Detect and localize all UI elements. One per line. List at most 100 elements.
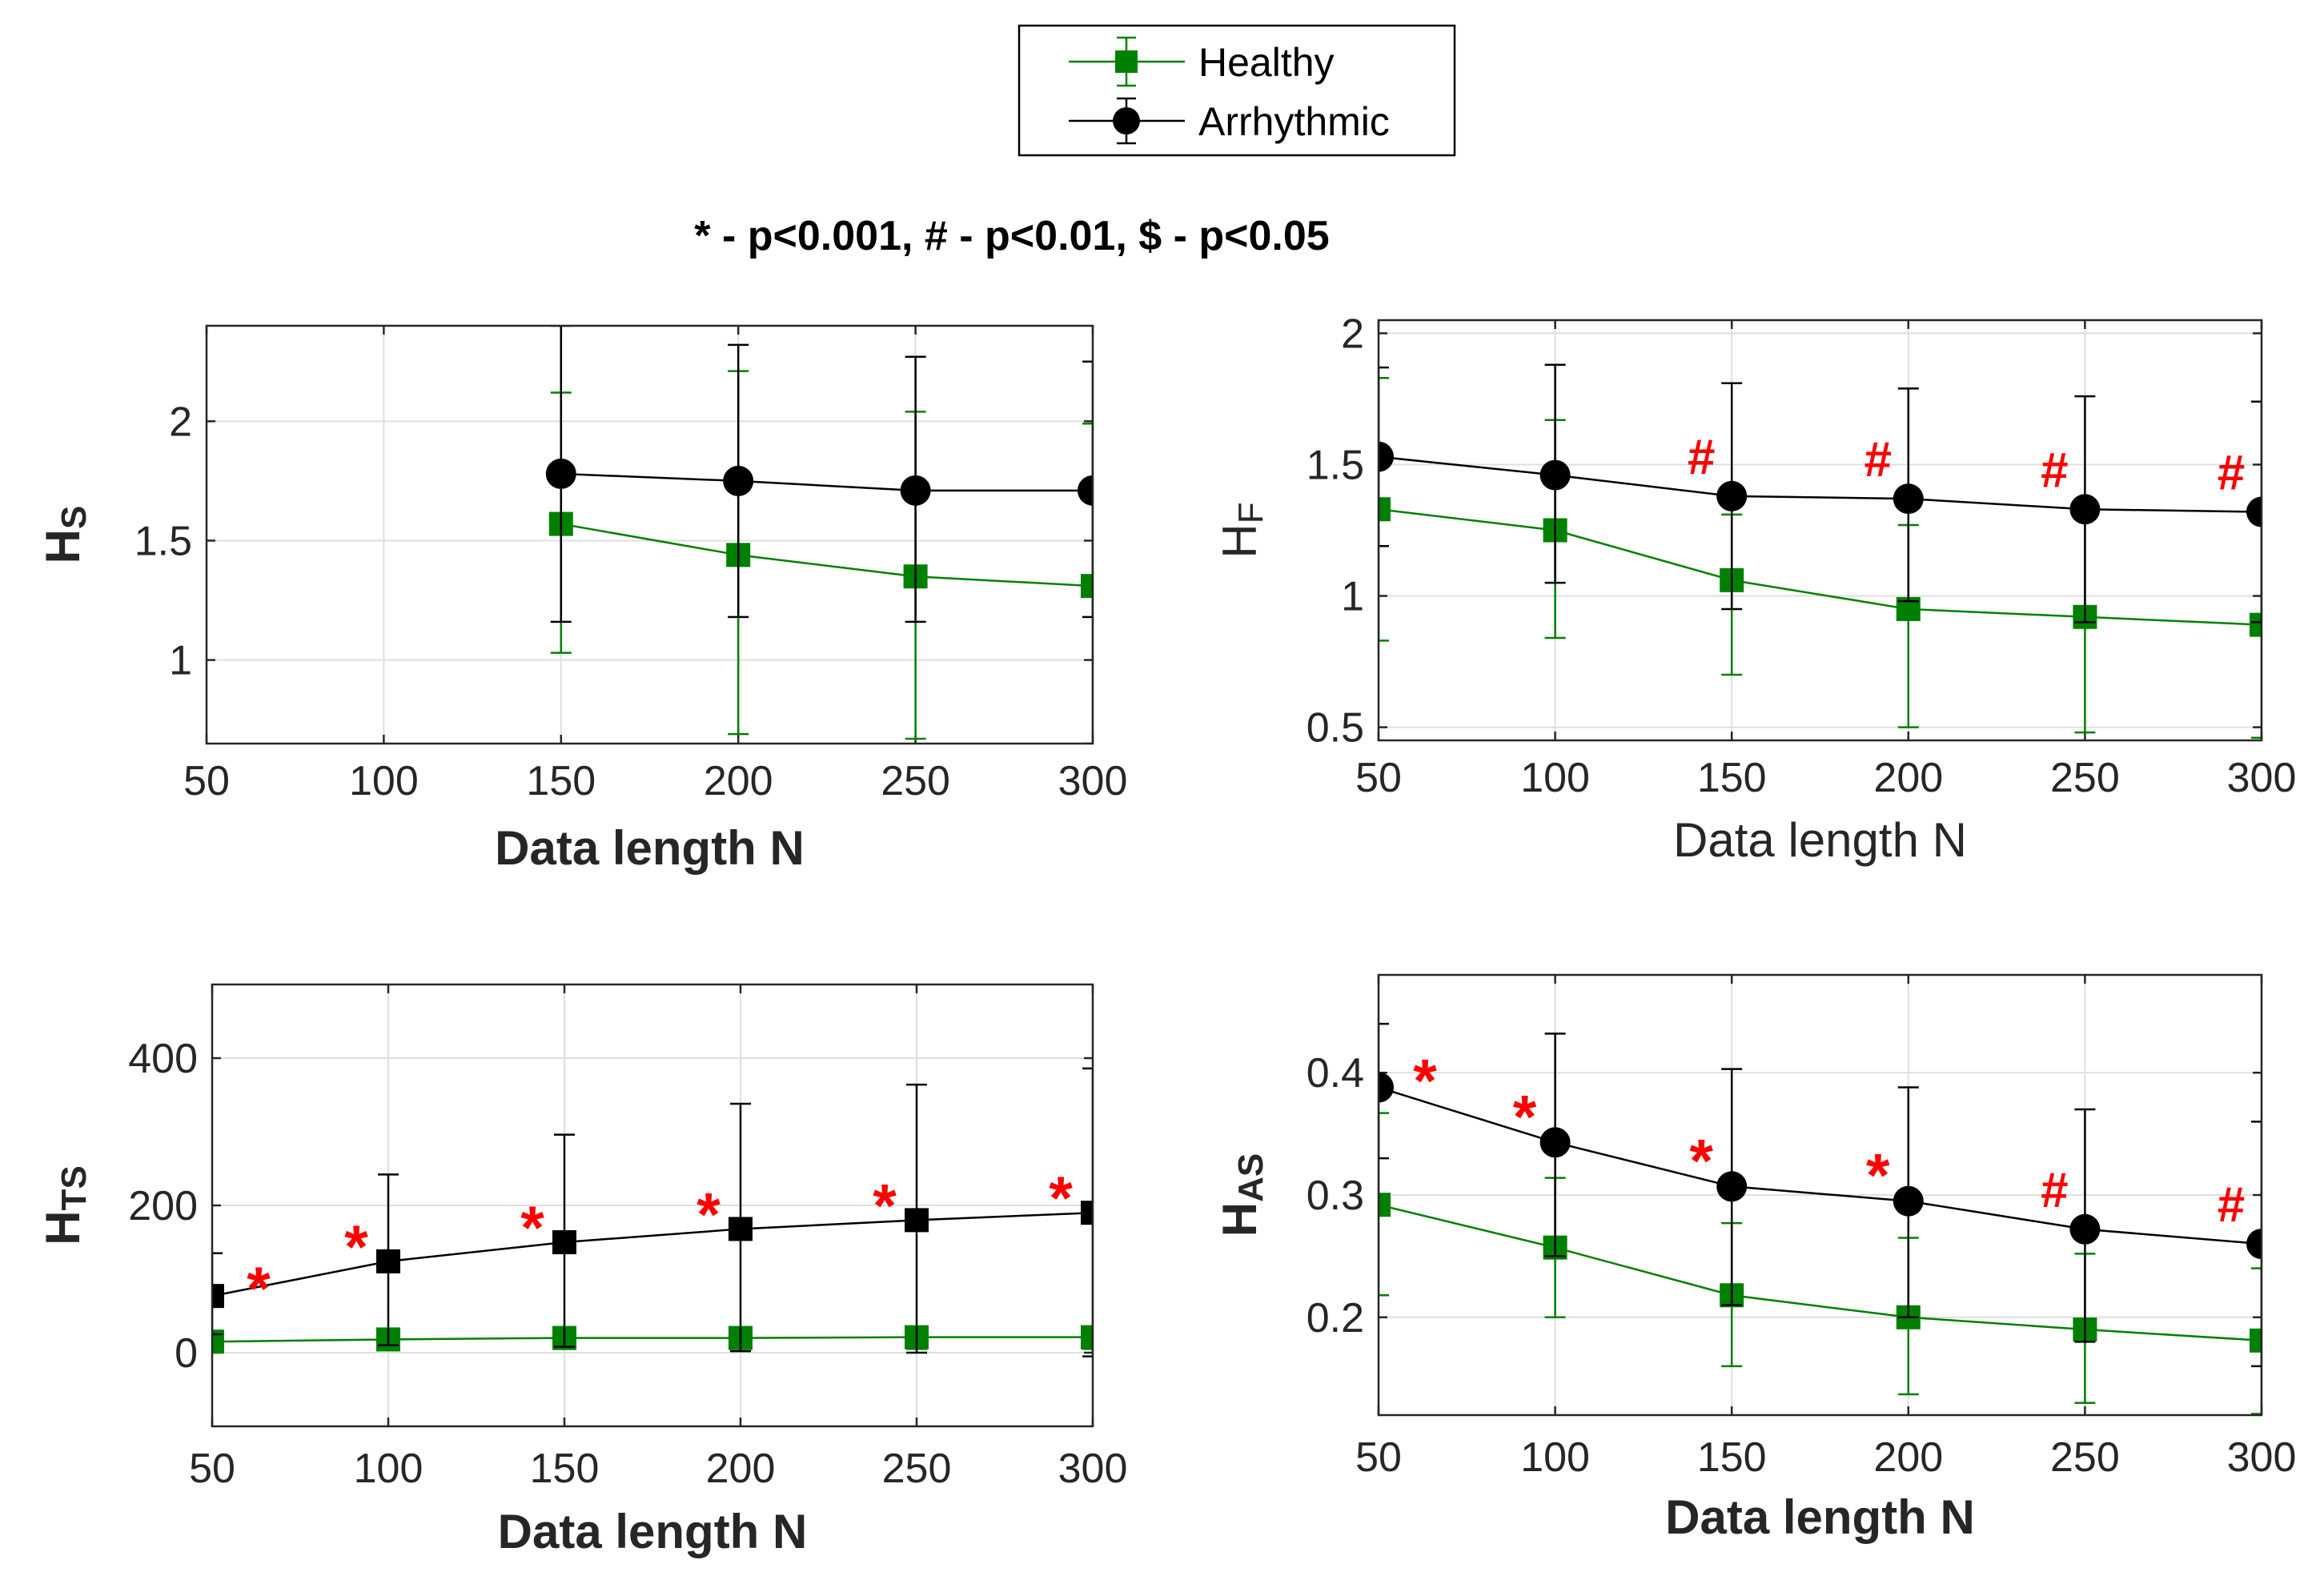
has-significance-mark-1: * bbox=[1513, 1083, 1537, 1151]
hf-y-axis-label: HF bbox=[1213, 502, 1270, 558]
has-axes-box bbox=[1377, 973, 2263, 1417]
has-y-axis-label-main: H bbox=[1213, 1202, 1266, 1237]
has-healthy-line bbox=[1379, 1204, 2262, 1342]
hts-y-axis-label-subscript: TS bbox=[54, 1165, 94, 1210]
has-arrhythmic-point-4 bbox=[2069, 1213, 2101, 1245]
legend: Healthy Arrhythmic bbox=[1018, 24, 1456, 157]
hf-significance-mark-1: # bbox=[1864, 432, 1892, 487]
hts-significance-mark-3: * bbox=[696, 1181, 720, 1249]
legend-entry-healthy: Healthy bbox=[1069, 36, 1335, 87]
has-arrhythmic-point-0 bbox=[1379, 1072, 1394, 1103]
hts-xtick-label-2: 150 bbox=[530, 1446, 600, 1492]
has-xtick-label-1: 100 bbox=[1520, 1434, 1590, 1481]
hf-axes-box bbox=[1377, 319, 2263, 742]
hts-ytick-label-2: 400 bbox=[128, 1036, 198, 1082]
hf-arrhythmic-line bbox=[1379, 455, 2262, 513]
hs-xtick-label-3: 200 bbox=[704, 758, 773, 804]
hf-significance-mark-0: # bbox=[1688, 430, 1715, 485]
hts-ytick-label-1: 200 bbox=[128, 1183, 198, 1229]
hf-xtick-label-2: 150 bbox=[1697, 755, 1767, 801]
hf-arrhythmic-point-1 bbox=[1539, 459, 1571, 491]
hs-x-axis-label: Data length N bbox=[495, 821, 805, 875]
has-ytick-label-2: 0.4 bbox=[1307, 1050, 1364, 1097]
has-healthy-point-5 bbox=[2250, 1328, 2262, 1353]
hs-xtick-label-1: 100 bbox=[349, 758, 419, 804]
hs-ytick-label-2: 2 bbox=[169, 399, 192, 445]
hs-data-layer bbox=[545, 326, 1093, 744]
has-data-layer bbox=[1379, 1022, 2262, 1415]
hf-significance-mark-2: # bbox=[2041, 443, 2068, 498]
hs-xtick-label-2: 150 bbox=[526, 758, 596, 804]
hf-xtick-label-5: 300 bbox=[2227, 755, 2297, 801]
hts-significance-mark-1: * bbox=[344, 1213, 368, 1281]
has-arrhythmic-point-5 bbox=[2246, 1229, 2262, 1260]
has-xtick-label-3: 200 bbox=[1873, 1434, 1943, 1481]
hs-arrhythmic-point-2 bbox=[900, 475, 931, 506]
has-ytick-label-0: 0.2 bbox=[1307, 1295, 1364, 1341]
has-xtick-label-0: 50 bbox=[1355, 1434, 1402, 1481]
has-significance-mark-0: * bbox=[1413, 1048, 1437, 1116]
panel-hf: 50 100 150 200 250 300 0.5 1 1.5 2 # # # # Data length… bbox=[1213, 311, 2297, 867]
hs-plot-area bbox=[207, 326, 1093, 744]
hs-arrhythmic-point-3 bbox=[1078, 475, 1093, 506]
hf-significance-mark-3: # bbox=[2218, 446, 2245, 501]
hs-y-axis-label: HS bbox=[36, 506, 94, 564]
has-ytick-label-1: 0.3 bbox=[1307, 1173, 1364, 1219]
hs-xtick-label-0: 50 bbox=[183, 758, 230, 804]
legend-arrhythmic-label: Arrhythmic bbox=[1198, 99, 1390, 144]
hts-y-axis-label-main: H bbox=[36, 1210, 90, 1245]
hs-ytick-label-1: 1.5 bbox=[134, 518, 192, 564]
hts-significance-mark-4: * bbox=[873, 1172, 897, 1240]
hts-arrhythmic-point-4 bbox=[905, 1208, 929, 1233]
hf-arrhythmic-point-0 bbox=[1379, 441, 1394, 472]
hs-healthy-line bbox=[560, 523, 1093, 587]
hts-arrhythmic-point-5 bbox=[1081, 1201, 1093, 1225]
hs-arrhythmic-point-1 bbox=[723, 465, 754, 496]
hts-arrhythmic-point-2 bbox=[552, 1230, 576, 1254]
hf-y-axis-label-subscript: F bbox=[1231, 502, 1270, 523]
hts-xtick-label-4: 250 bbox=[882, 1446, 952, 1492]
hs-ytick-label-0: 1 bbox=[169, 638, 192, 684]
panel-hs: 50 100 150 200 250 300 1 1.5 2 Data length N HS bbox=[36, 324, 1128, 875]
panel-has: 50 100 150 200 250 300 0.2 0.3 0.4 * * * * # # Data len… bbox=[1213, 973, 2297, 1544]
has-xtick-label-5: 300 bbox=[2227, 1434, 2297, 1481]
hts-healthy-line bbox=[212, 1336, 1093, 1343]
hf-xtick-label-4: 250 bbox=[2050, 755, 2120, 801]
has-y-axis-label-subscript: AS bbox=[1231, 1153, 1270, 1202]
hs-y-axis-label-main: H bbox=[36, 529, 90, 563]
hs-y-axis-label-subscript: S bbox=[54, 506, 94, 529]
hf-ytick-label-0: 0.5 bbox=[1307, 705, 1364, 752]
hts-significance-mark-0: * bbox=[247, 1255, 271, 1323]
legend-arrhythmic-marker bbox=[1113, 107, 1140, 134]
hf-data-layer bbox=[1379, 363, 2262, 739]
hs-axes-box bbox=[205, 324, 1094, 745]
hf-xtick-label-3: 200 bbox=[1873, 755, 1943, 801]
legend-healthy-marker bbox=[1115, 50, 1138, 73]
hts-significance-mark-5: * bbox=[1049, 1165, 1073, 1233]
hf-ytick-label-1: 1 bbox=[1341, 574, 1364, 620]
hts-x-axis-label: Data length N bbox=[498, 1505, 808, 1558]
hts-xtick-label-1: 100 bbox=[354, 1446, 423, 1492]
has-xtick-label-2: 150 bbox=[1697, 1434, 1767, 1481]
legend-healthy-label: Healthy bbox=[1198, 40, 1335, 85]
has-arrhythmic-point-1 bbox=[1539, 1127, 1571, 1158]
hf-arrhythmic-point-4 bbox=[2069, 494, 2101, 525]
hs-xtick-label-5: 300 bbox=[1058, 758, 1128, 804]
hts-arrhythmic-line bbox=[212, 1211, 1093, 1297]
hts-data-layer bbox=[212, 1067, 1093, 1357]
hts-healthy-point-5 bbox=[1081, 1325, 1093, 1349]
hf-ytick-label-2: 1.5 bbox=[1307, 442, 1364, 488]
hf-y-axis-label-main: H bbox=[1213, 523, 1266, 558]
significance-key: * - p<0.001, # - p<0.01, $ - p<0.05 bbox=[694, 213, 1329, 259]
hts-arrhythmic-point-3 bbox=[729, 1217, 753, 1241]
hf-xtick-label-0: 50 bbox=[1355, 755, 1402, 801]
hf-healthy-point-5 bbox=[2250, 612, 2262, 637]
hts-y-axis-label: HTS bbox=[36, 1165, 94, 1245]
hts-healthy-point-0 bbox=[212, 1329, 224, 1354]
hf-plot-area bbox=[1379, 320, 2262, 740]
hts-ytick-label-0: 0 bbox=[175, 1330, 198, 1377]
hf-arrhythmic-point-2 bbox=[1716, 480, 1748, 511]
hts-significance-mark-2: * bbox=[520, 1194, 544, 1262]
hs-arrhythmic-line bbox=[560, 472, 1093, 492]
